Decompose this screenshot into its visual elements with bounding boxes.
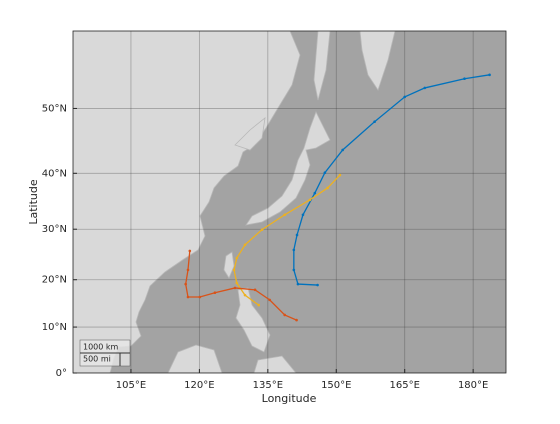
track-point [316, 283, 319, 287]
grid [73, 31, 506, 373]
track-point [283, 213, 287, 217]
track-point [233, 286, 237, 290]
track-point [295, 233, 299, 237]
x-axis-label: Longitude [262, 392, 317, 405]
track-point [235, 281, 239, 285]
track-point [326, 186, 329, 190]
track-point [292, 268, 296, 272]
track-point [373, 120, 376, 123]
y-tick-label: 30°N [42, 224, 67, 235]
track-point [186, 295, 190, 299]
track-point [184, 282, 187, 286]
track-point [341, 148, 344, 152]
track-point [295, 318, 298, 322]
land [223, 251, 235, 279]
track-point [186, 268, 190, 272]
storm-track [293, 74, 490, 286]
tracks [184, 73, 491, 322]
scale-label: 500 mi [83, 355, 111, 364]
track-point [301, 213, 305, 217]
track-point [257, 303, 261, 307]
track-point [323, 171, 327, 175]
x-tick-label: 135°E [253, 380, 283, 391]
track-point [243, 293, 247, 297]
track-point [296, 282, 300, 286]
x-tick-label: 150°E [321, 380, 351, 391]
land [359, 31, 396, 91]
land [253, 355, 297, 373]
land [167, 344, 223, 373]
y-tick-label: 20°N [42, 275, 67, 286]
y-tick-label: 0° [56, 368, 67, 379]
track-point [260, 228, 264, 232]
track-point [338, 173, 342, 177]
track-point [188, 249, 192, 253]
track-point [488, 73, 491, 77]
axes-box [72, 30, 507, 374]
x-tick-label: 120°E [184, 380, 214, 391]
track-point [313, 191, 317, 195]
track-point [232, 268, 236, 272]
track-point [283, 313, 287, 317]
y-tick-label: 10°N [42, 322, 67, 333]
track-point [423, 86, 427, 90]
track-point [268, 298, 271, 302]
x-tick-label: 105°E [116, 380, 146, 391]
scale-label: 1000 km [83, 343, 119, 352]
y-tick-label: 40°N [42, 168, 67, 179]
y-axis-label: Latitude [27, 179, 40, 225]
y-tick-label: 50°N [42, 103, 67, 114]
land [234, 117, 266, 151]
track-point [213, 291, 217, 295]
track-point [235, 256, 239, 260]
map [73, 31, 506, 373]
track-point [292, 248, 296, 252]
x-tick-label: 180°E [458, 380, 488, 391]
x-tick-label: 165°E [390, 380, 420, 391]
track-point [243, 243, 247, 247]
land [313, 31, 331, 101]
track-point [463, 77, 466, 81]
land [245, 111, 331, 226]
track-point [253, 288, 257, 292]
scale-bar: 1000 km 500 mi [79, 339, 131, 367]
track-point [308, 198, 312, 202]
track-point [403, 95, 407, 99]
track-point [198, 295, 202, 299]
